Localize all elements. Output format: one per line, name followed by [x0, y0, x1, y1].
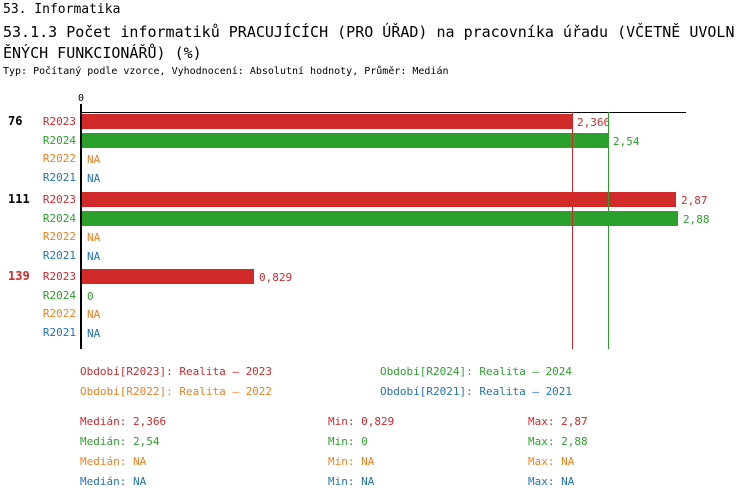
bar-value-label: 2,87: [681, 194, 708, 207]
series-row-label: R2021: [42, 249, 76, 262]
bar-value-label: 0: [87, 290, 94, 303]
value-axis-line: [80, 104, 82, 349]
stat-max-r2022: Max: NA: [528, 455, 575, 468]
axis-zero-tick-label: 0: [77, 93, 85, 104]
stat-min-r2021: Min: NA: [328, 475, 375, 488]
chart-title: 53.1.3 Počet informatiků PRACUJÍCÍCH (PR…: [3, 23, 735, 62]
bar-chart-area: 0 76 R2023 2,366 R2024 2,54 R2022 NA R2021 NA 111…: [8, 93, 710, 349]
legend-item-r2023: Období[R2023]: Realita – 2023: [80, 365, 273, 378]
series-row-label: R2023: [42, 115, 76, 128]
bar-r2024: [82, 133, 608, 148]
series-row-label: R2021: [42, 171, 76, 184]
stat-min-r2023: Min: 0,829: [328, 415, 395, 428]
bar-value-label: NA: [87, 153, 101, 166]
median-line-r2023: [572, 112, 573, 349]
legend-item-r2024: Období[R2024]: Realita – 2024: [380, 365, 573, 378]
chart-meta-line: Typ: Počítaný podle vzorce, Vyhodnocení:…: [3, 66, 449, 77]
series-row-label: R2021: [42, 326, 76, 339]
stat-median-r2021: Medián: NA: [80, 475, 147, 488]
category-label: 76: [8, 114, 23, 128]
bar-value-label: 2,54: [613, 135, 640, 148]
legend-item-r2021: Období[R2021]: Realita – 2021: [380, 385, 573, 398]
stat-median-r2024: Medián: 2,54: [80, 435, 160, 448]
stat-min-r2022: Min: NA: [328, 455, 375, 468]
bar-value-label: NA: [87, 231, 101, 244]
bar-r2023: [82, 114, 572, 129]
series-row-label: R2024: [42, 134, 76, 147]
stat-min-r2024: Min: 0: [328, 435, 368, 448]
category-label: 139: [8, 269, 30, 283]
page-title: 53. Informatika: [3, 2, 121, 17]
bar-value-label: 0,829: [259, 271, 293, 284]
series-row-label: R2024: [42, 289, 76, 302]
stat-max-r2024: Max: 2,88: [528, 435, 588, 448]
bar-value-label: 2,366: [577, 116, 611, 129]
bar-r2023: [82, 192, 676, 207]
bar-value-label: NA: [87, 172, 101, 185]
series-row-label: R2022: [42, 307, 76, 320]
median-line-r2024: [608, 112, 609, 349]
bar-r2023: [82, 269, 254, 284]
stat-max-r2023: Max: 2,87: [528, 415, 588, 428]
bar-value-label: 2,88: [683, 213, 710, 226]
series-row-label: R2023: [42, 193, 76, 206]
series-row-label: R2023: [42, 270, 76, 283]
category-label: 111: [8, 192, 30, 206]
stat-max-r2021: Max: NA: [528, 475, 575, 488]
series-row-label: R2022: [42, 230, 76, 243]
chart-top-rule: [80, 112, 686, 113]
legend-item-r2022: Období[R2022]: Realita – 2022: [80, 385, 273, 398]
bar-value-label: NA: [87, 327, 101, 340]
stat-median-r2022: Medián: NA: [80, 455, 147, 468]
bar-r2024: [82, 211, 678, 226]
series-row-label: R2024: [42, 212, 76, 225]
bar-value-label: NA: [87, 308, 101, 321]
bar-value-label: NA: [87, 250, 101, 263]
stat-median-r2023: Medián: 2,366: [80, 415, 167, 428]
series-row-label: R2022: [42, 152, 76, 165]
